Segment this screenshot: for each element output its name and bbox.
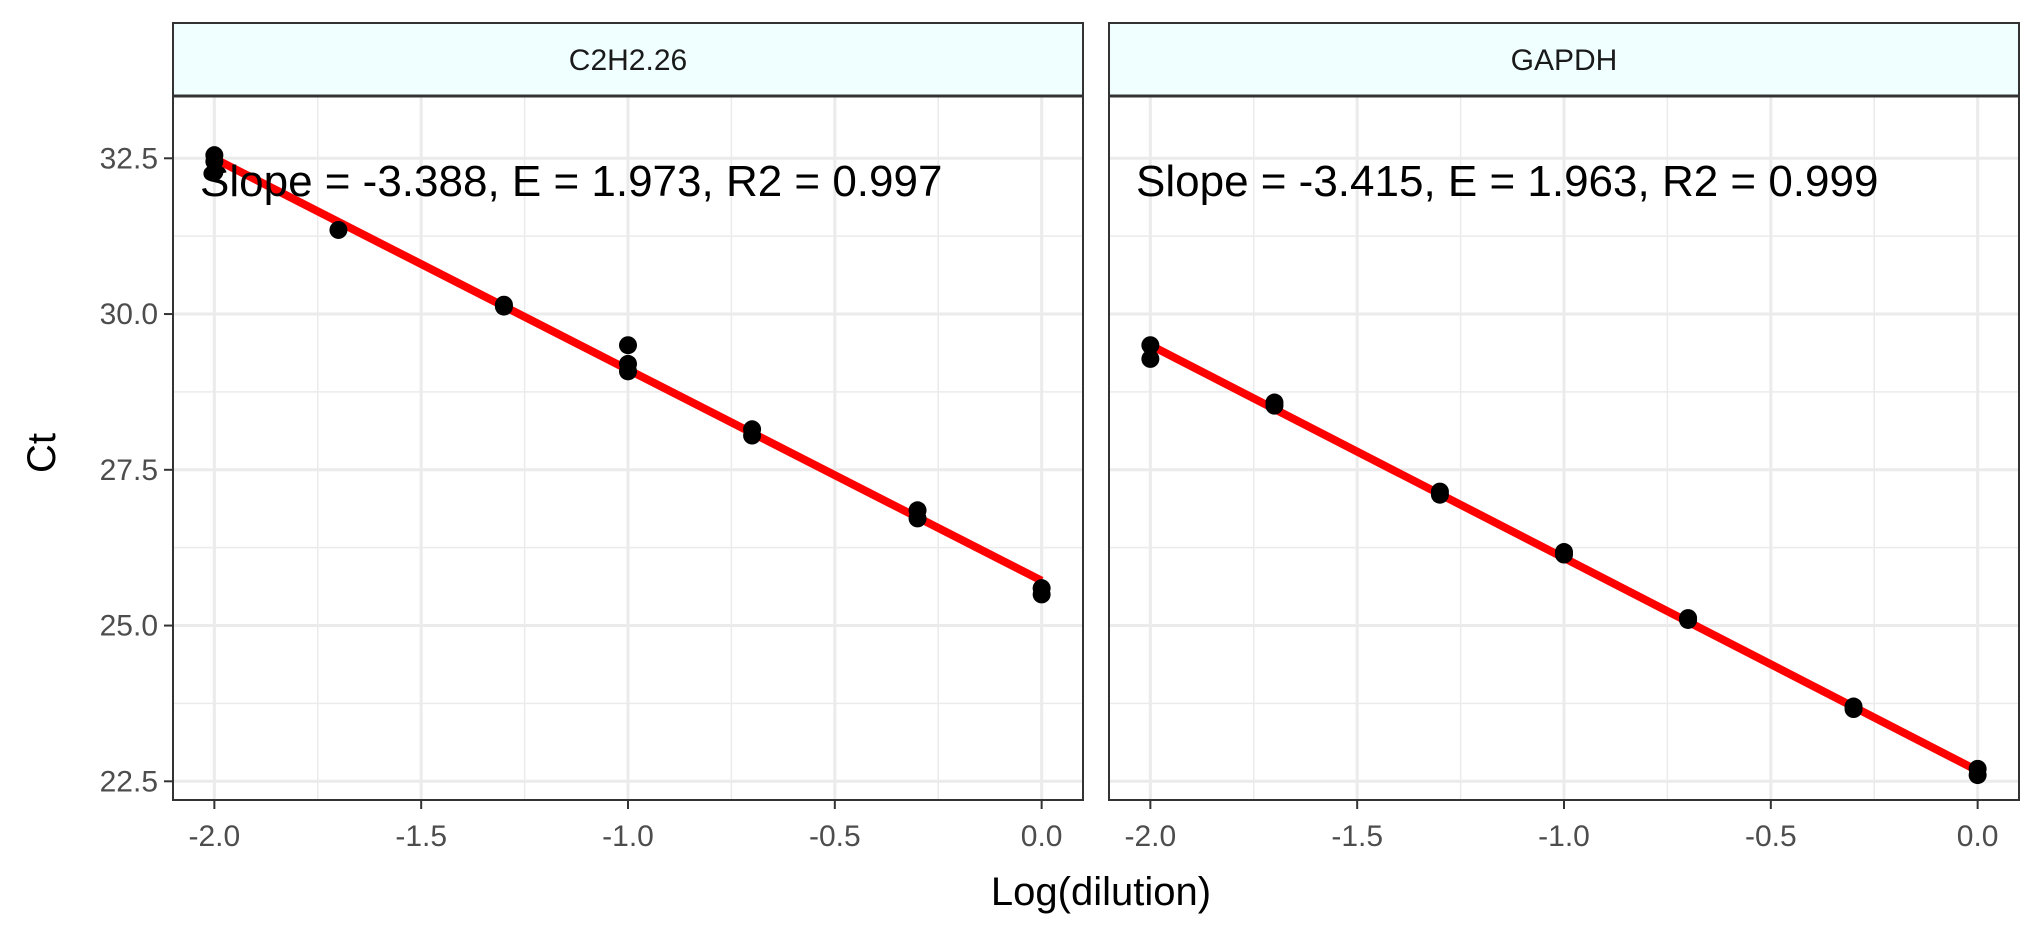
- x-tick-label: -2.0: [1125, 820, 1177, 853]
- facet-strip-label: C2H2.26: [569, 44, 687, 77]
- panel-2: Slope = -3.415, E = 1.963, R2 = 0.999 GAP…: [1108, 22, 2020, 853]
- y-tick-label: 27.5: [100, 454, 158, 487]
- fit-annotation: Slope = -3.388, E = 1.973, R2 = 0.997: [200, 157, 942, 206]
- y-tick-label: 22.5: [100, 765, 158, 798]
- x-axis-title: Log(dilution): [991, 870, 1211, 914]
- data-point: [1265, 396, 1284, 415]
- facet-strip: [1108, 22, 2020, 97]
- fit-annotation: Slope = -3.415, E = 1.963, R2 = 0.999: [1136, 157, 1878, 206]
- data-point: [1968, 766, 1987, 785]
- data-point: [1141, 336, 1160, 355]
- data-point: [1032, 585, 1051, 604]
- data-point: [619, 362, 637, 381]
- x-tick-label: 0.0: [1021, 820, 1063, 853]
- data-point: [494, 297, 513, 316]
- y-tick-label: 32.5: [100, 142, 158, 175]
- x-tick-label: -1.0: [1538, 820, 1590, 853]
- x-tick-label: -0.5: [1745, 820, 1797, 853]
- y-axis-title: Ct: [20, 433, 64, 473]
- x-tick-label: -1.5: [1331, 820, 1383, 853]
- data-point: [1844, 700, 1863, 719]
- data-point: [908, 509, 927, 528]
- data-point: [205, 163, 224, 182]
- y-axis: 22.5 25.0 27.5 30.0 32.5: [100, 142, 173, 798]
- data-point: [1141, 349, 1160, 368]
- x-tick-label: -1.5: [395, 820, 447, 853]
- y-tick-label: 25.0: [100, 610, 158, 643]
- panels-layer: Slope = -3.388, E = 1.973, R2 = 0.997 C2H…: [172, 22, 2020, 853]
- x-tick-label: -1.0: [602, 820, 654, 853]
- panel-1: Slope = -3.388, E = 1.973, R2 = 0.997 C2H…: [172, 22, 1084, 853]
- data-point: [1679, 610, 1698, 629]
- y-tick-label: 30.0: [100, 298, 158, 331]
- data-point: [619, 336, 637, 355]
- data-point: [743, 426, 762, 445]
- x-tick-label: -2.0: [189, 820, 241, 853]
- facet-strip-label: GAPDH: [1511, 44, 1618, 77]
- x-tick-label: 0.0: [1957, 820, 1999, 853]
- x-tick-label: -0.5: [809, 820, 861, 853]
- data-point: [1430, 485, 1449, 504]
- data-point: [329, 220, 348, 239]
- data-point: [1555, 545, 1573, 564]
